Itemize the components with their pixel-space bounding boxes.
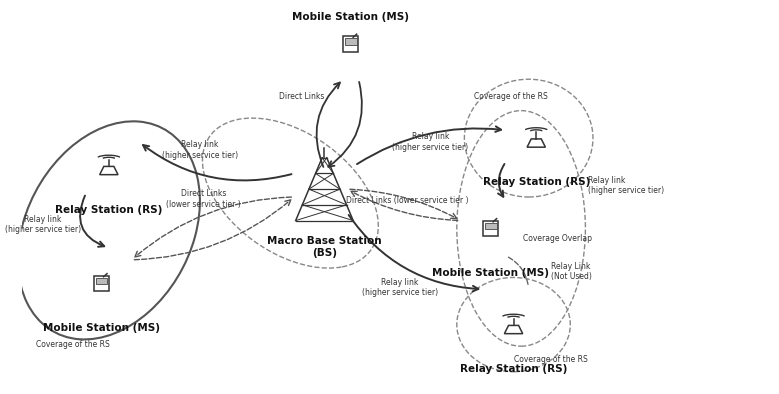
Text: Direct Links: Direct Links bbox=[279, 92, 324, 101]
Bar bbox=[345, 38, 357, 45]
Text: Relay link
(higher service tier): Relay link (higher service tier) bbox=[362, 278, 438, 297]
Bar bbox=[485, 223, 496, 229]
Polygon shape bbox=[504, 325, 523, 334]
Text: Relay Station (RS): Relay Station (RS) bbox=[482, 177, 590, 188]
Text: Mobile Station (MS): Mobile Station (MS) bbox=[43, 323, 160, 333]
Text: Direct Links (lower service tier ): Direct Links (lower service tier ) bbox=[347, 197, 469, 205]
Polygon shape bbox=[100, 166, 118, 175]
Text: Relay link
(higher service tier): Relay link (higher service tier) bbox=[587, 175, 664, 195]
Text: Relay link
(higher service tier): Relay link (higher service tier) bbox=[393, 132, 468, 152]
Bar bbox=[483, 221, 499, 236]
Text: Relay Station (RS): Relay Station (RS) bbox=[460, 364, 567, 374]
Polygon shape bbox=[527, 139, 545, 147]
Text: Direct Links
(lower service tier ): Direct Links (lower service tier ) bbox=[166, 189, 241, 209]
Text: Coverage of the RS: Coverage of the RS bbox=[37, 340, 110, 349]
Text: Macro Base Station
(BS): Macro Base Station (BS) bbox=[267, 236, 382, 258]
Text: Coverage of the RS: Coverage of the RS bbox=[474, 92, 548, 101]
Bar bbox=[96, 278, 107, 284]
Bar bbox=[93, 275, 109, 291]
Text: Relay link
(higher service tier): Relay link (higher service tier) bbox=[5, 215, 81, 234]
Text: Coverage of the RS: Coverage of the RS bbox=[514, 355, 588, 364]
Bar bbox=[344, 36, 358, 52]
Text: Relay Station (RS): Relay Station (RS) bbox=[55, 205, 163, 215]
Text: Mobile Station (MS): Mobile Station (MS) bbox=[432, 268, 549, 278]
Text: Coverage Overlap: Coverage Overlap bbox=[523, 234, 591, 243]
Text: Mobile Station (MS): Mobile Station (MS) bbox=[292, 13, 410, 22]
Text: Relay Link
(Not Used): Relay Link (Not Used) bbox=[552, 262, 592, 281]
Text: Relay link
(higher service tier): Relay link (higher service tier) bbox=[161, 140, 238, 160]
